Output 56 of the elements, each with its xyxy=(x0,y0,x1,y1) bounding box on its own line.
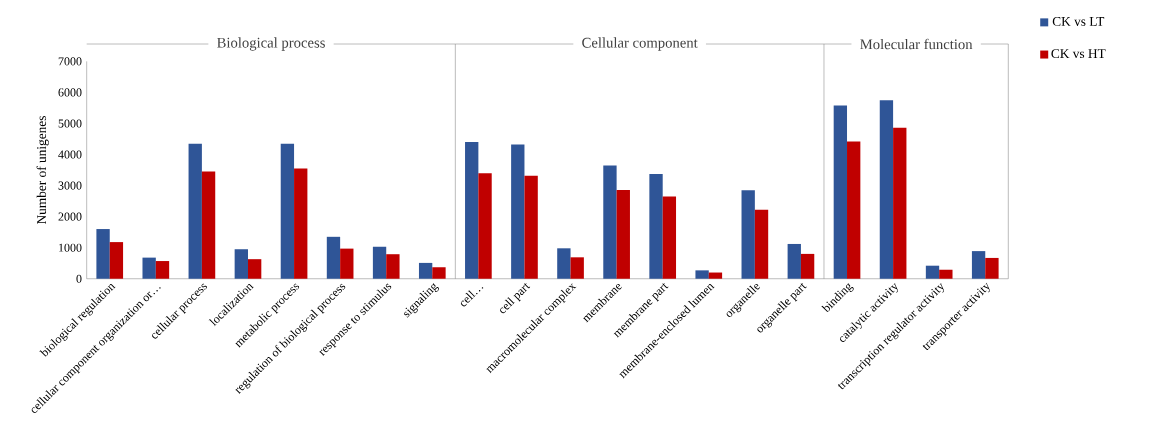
bar xyxy=(142,257,156,279)
bar xyxy=(234,249,248,279)
y-tick-label: 5000 xyxy=(58,119,82,128)
bar xyxy=(649,173,663,279)
bar xyxy=(418,262,433,279)
bar xyxy=(925,265,940,279)
text: Molecular function xyxy=(860,38,973,50)
y-tick-label: 0 xyxy=(76,274,82,283)
bar xyxy=(155,260,170,279)
legend-label: CK vs HT xyxy=(1051,48,1106,58)
y-tick-label: 3000 xyxy=(58,181,82,190)
bar xyxy=(616,189,630,279)
bar xyxy=(340,248,354,279)
bar xyxy=(695,270,709,279)
bar xyxy=(893,127,907,279)
bar xyxy=(570,257,584,279)
bar xyxy=(326,236,341,279)
bar xyxy=(511,144,525,279)
y-tick-label: 1000 xyxy=(59,243,82,252)
bar xyxy=(280,143,295,279)
x-tick-label: cell… xyxy=(460,286,484,307)
legend-label: CK vs LT xyxy=(1052,16,1105,26)
bar xyxy=(939,269,953,279)
bar xyxy=(833,105,848,279)
bar xyxy=(109,241,124,279)
bar xyxy=(524,175,538,279)
bar xyxy=(557,248,571,279)
bar xyxy=(386,253,400,279)
bar xyxy=(478,172,492,279)
bar xyxy=(603,165,617,279)
text: Biological process xyxy=(217,37,325,51)
bar xyxy=(465,141,479,279)
bar xyxy=(985,257,999,279)
y-axis-title: Number of unigenes xyxy=(36,115,49,224)
bar xyxy=(432,267,446,279)
bar xyxy=(800,253,815,279)
bar xyxy=(188,143,202,279)
bar xyxy=(971,250,986,279)
bar xyxy=(879,99,894,279)
y-tick-label: 4000 xyxy=(58,150,82,159)
bar xyxy=(847,141,861,279)
y-tick-label: 7000 xyxy=(58,57,82,66)
bar xyxy=(754,209,769,279)
bar xyxy=(201,171,216,279)
bar xyxy=(787,243,801,279)
x-tick-label: cell part xyxy=(500,282,531,314)
y-tick-label: 2000 xyxy=(58,212,82,221)
bar xyxy=(741,190,755,279)
bar xyxy=(708,272,723,279)
bar xyxy=(96,228,110,279)
bar xyxy=(247,258,262,279)
bar xyxy=(294,168,308,279)
bar xyxy=(372,246,387,279)
y-tick-label: 6000 xyxy=(58,88,82,97)
bar xyxy=(662,196,677,279)
text: Cellular component xyxy=(582,37,698,51)
